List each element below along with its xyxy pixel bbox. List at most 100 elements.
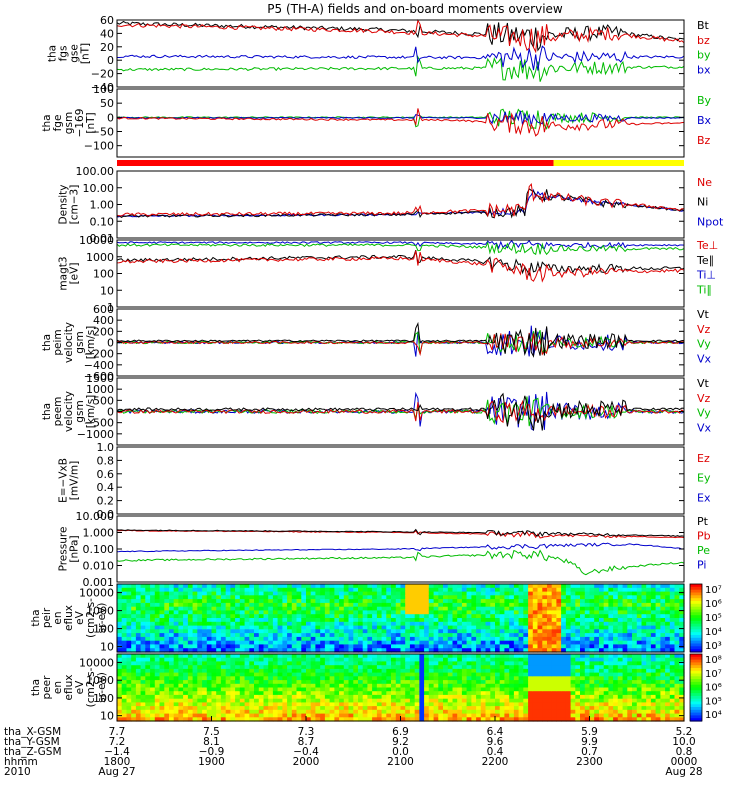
heatmap-cell	[660, 702, 666, 707]
x-tick-label: Aug 27	[98, 766, 135, 778]
heatmap-cell	[650, 683, 657, 689]
heatmap-cell	[528, 606, 534, 612]
heatmap-cell	[674, 629, 680, 634]
heatmap-cell	[178, 636, 184, 642]
heatmap-cell	[211, 599, 217, 604]
heatmap-cell	[192, 672, 198, 677]
heatmap-cell	[438, 717, 444, 722]
heatmap-cell	[537, 625, 543, 630]
heatmap-cell	[627, 683, 633, 689]
heatmap-cell	[334, 625, 340, 630]
heatmap-cell	[409, 691, 416, 696]
y-tick-label: −20	[91, 68, 114, 81]
heatmap-cell	[499, 665, 505, 670]
heatmap-cell	[386, 648, 392, 653]
heatmap-cell	[291, 599, 298, 604]
heatmap-cell	[230, 584, 236, 589]
heatmap-cell	[650, 625, 657, 630]
heatmap-cell	[277, 591, 283, 596]
heatmap-cell	[405, 680, 411, 685]
heatmap-cell	[414, 680, 420, 685]
heatmap-cell	[386, 636, 392, 642]
heatmap-cell	[339, 618, 345, 623]
heatmap-cell	[424, 709, 430, 715]
heatmap-cell	[542, 680, 548, 685]
heatmap-cell	[296, 713, 302, 718]
heatmap-cell	[268, 668, 274, 674]
heatmap-cell	[334, 687, 340, 692]
heatmap-cell	[320, 672, 326, 677]
heatmap-cell	[291, 633, 298, 638]
heatmap-cell	[348, 709, 354, 715]
heatmap-cell	[277, 629, 283, 634]
heatmap-cell	[329, 683, 335, 689]
heatmap-cell	[674, 587, 680, 593]
heatmap-cell	[244, 665, 250, 670]
heatmap-cell	[457, 687, 463, 692]
heatmap-cell	[343, 713, 350, 718]
y-axis-label-line: [km/s]	[85, 395, 97, 429]
heatmap-cell	[329, 595, 335, 600]
heatmap-cell	[665, 606, 671, 612]
heatmap-cell	[646, 644, 652, 649]
heatmap-cell	[391, 614, 397, 619]
heatmap-cell	[414, 665, 420, 670]
heatmap-cell	[395, 614, 402, 619]
heatmap-cell	[315, 633, 321, 638]
y-tick-label: −600	[84, 370, 114, 383]
heatmap-cell	[192, 629, 198, 634]
heatmap-cell	[438, 683, 444, 689]
heatmap-cell	[169, 709, 175, 715]
heatmap-cell	[551, 713, 557, 718]
heatmap-cell	[121, 709, 127, 715]
heatmap-cell	[135, 629, 142, 634]
heatmap-cell	[509, 587, 515, 593]
heatmap-cell	[324, 606, 331, 612]
y-tick-label: −1000	[77, 428, 114, 441]
heatmap-cell	[528, 683, 534, 689]
heatmap-cell	[131, 595, 137, 600]
heatmap-cell	[575, 644, 581, 649]
heatmap-cell	[334, 661, 340, 666]
heatmap-cell	[376, 587, 383, 593]
heatmap-cell	[372, 633, 378, 638]
heatmap-cell	[320, 687, 326, 692]
heatmap-cell	[197, 680, 203, 685]
series-line-Vt	[116, 321, 685, 358]
panel-peem-velocity: 150010005000−500−1000thapeemvelocitygsm[…	[41, 372, 712, 446]
heatmap-cell	[301, 618, 307, 623]
heatmap-cell	[655, 633, 661, 638]
heatmap-cell	[202, 698, 208, 703]
heatmap-cell	[173, 625, 179, 630]
heatmap-cell	[409, 591, 416, 596]
heatmap-cell	[443, 625, 449, 630]
heatmap-cell	[490, 584, 496, 589]
heatmap-cell	[650, 668, 657, 674]
heatmap-cell	[476, 595, 482, 600]
heatmap-cell	[169, 602, 175, 608]
heatmap-cell	[126, 625, 132, 630]
heatmap-cell	[499, 599, 505, 604]
heatmap-cell	[235, 584, 241, 589]
heatmap-cell	[244, 584, 250, 589]
heatmap-cell	[386, 665, 392, 670]
heatmap-cell	[674, 694, 680, 700]
heatmap-cell	[447, 587, 454, 593]
heatmap-cell	[646, 687, 652, 692]
heatmap-cell	[400, 706, 406, 711]
heatmap-cell	[528, 680, 534, 685]
heatmap-cell	[362, 587, 368, 593]
heatmap-cell	[480, 668, 487, 674]
heatmap-cell	[216, 625, 222, 630]
heatmap-cell	[457, 610, 463, 615]
heatmap-cell	[490, 706, 496, 711]
heatmap-cell	[443, 602, 449, 608]
heatmap-cell	[476, 648, 482, 653]
heatmap-cell	[140, 691, 146, 696]
heatmap-cell	[655, 657, 661, 662]
heatmap-cell	[570, 587, 576, 593]
heatmap-cell	[575, 640, 581, 646]
heatmap-cell	[641, 661, 647, 666]
heatmap-cell	[428, 672, 435, 677]
heatmap-cell	[381, 672, 387, 677]
